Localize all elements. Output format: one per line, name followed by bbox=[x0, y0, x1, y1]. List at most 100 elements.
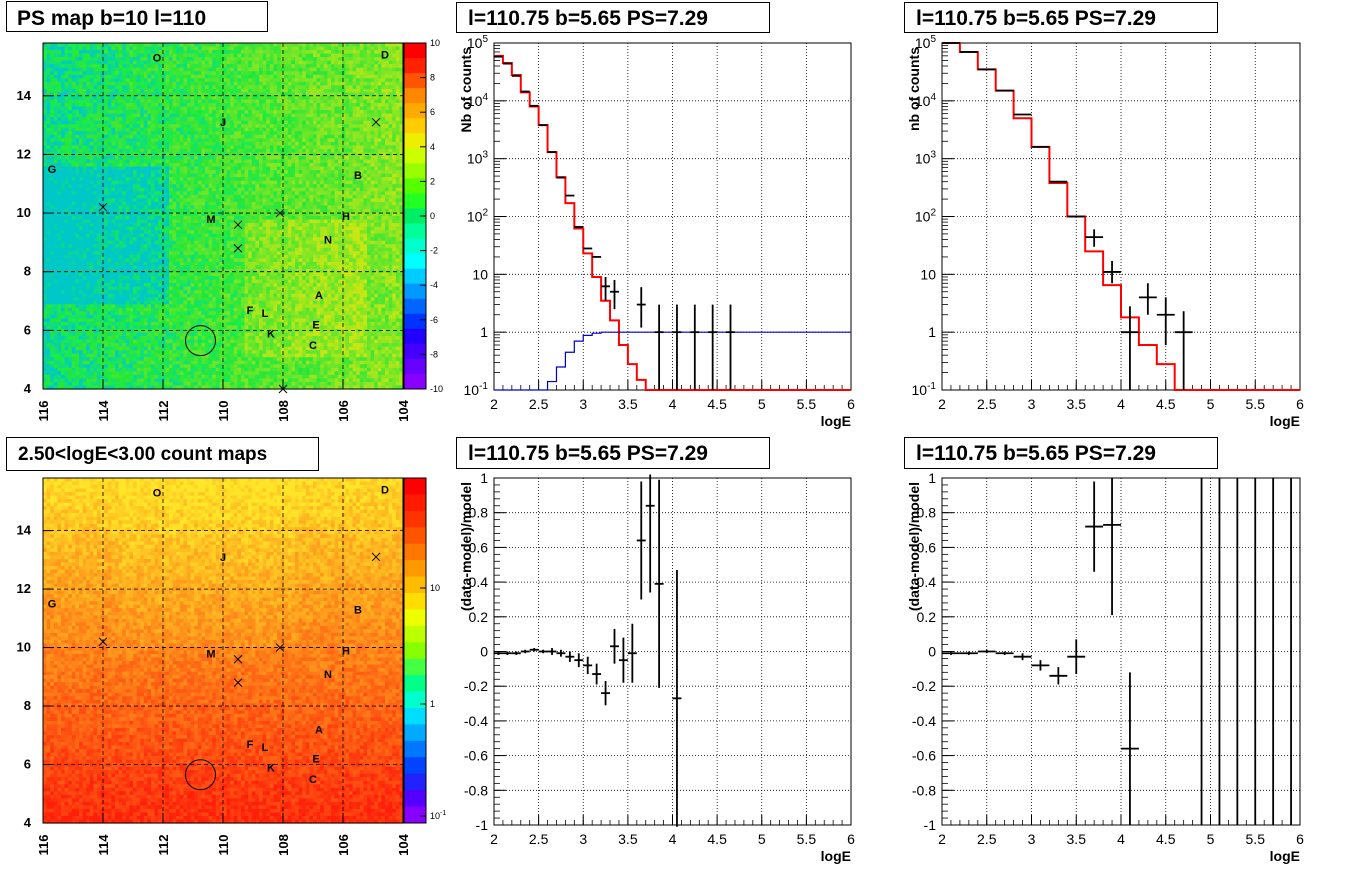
residual-point bbox=[942, 651, 960, 655]
y-axis-label: Nb of counts bbox=[458, 47, 474, 133]
colorbar-label: 6 bbox=[430, 107, 435, 117]
y-tick-label: 8 bbox=[24, 698, 31, 713]
y-tick-label: 8 bbox=[24, 264, 31, 279]
colorbar-ps bbox=[403, 42, 427, 390]
x-tick-label: 116 bbox=[36, 401, 51, 422]
residual-point bbox=[520, 649, 530, 654]
x-tick-label: 110 bbox=[216, 835, 231, 856]
x-tick-label: 112 bbox=[156, 401, 171, 422]
source-label-O: O bbox=[153, 488, 162, 500]
plot-counts-2 bbox=[941, 42, 1301, 391]
colorbar-label: 10 bbox=[430, 38, 440, 48]
data-point bbox=[636, 287, 646, 328]
source-cross bbox=[275, 208, 285, 218]
residual-point bbox=[672, 569, 682, 827]
x-tick-label: 2.5 bbox=[977, 396, 997, 412]
y-tick-label: 0.8 bbox=[469, 505, 489, 521]
y-tick-label: 0.2 bbox=[917, 609, 937, 625]
x-tick-label: 4.5 bbox=[707, 831, 727, 847]
data-point bbox=[690, 304, 700, 390]
source-cross bbox=[233, 654, 243, 664]
y-tick-label: 104 bbox=[467, 92, 489, 109]
data-point bbox=[708, 304, 718, 390]
panel-title-count-map: 2.50<logE<3.00 count maps bbox=[6, 437, 319, 471]
source-cross bbox=[233, 220, 243, 230]
data-point bbox=[1121, 306, 1139, 390]
x-tick-label: 2.5 bbox=[529, 831, 549, 847]
x-tick-label: 2.5 bbox=[977, 831, 997, 847]
y-tick-label: 0.6 bbox=[469, 539, 489, 555]
source-label-N: N bbox=[324, 234, 332, 246]
residual-point bbox=[538, 649, 548, 654]
residual-point bbox=[574, 653, 584, 668]
x-tick-label: 5 bbox=[758, 831, 766, 847]
data-point bbox=[726, 304, 735, 390]
y-tick-label: -0.4 bbox=[464, 713, 488, 729]
source-cross bbox=[98, 202, 108, 212]
residual-point bbox=[1067, 639, 1086, 675]
residual-point bbox=[645, 474, 655, 593]
x-tick-label: 5 bbox=[1207, 831, 1215, 847]
colorbar-label: 0 bbox=[430, 211, 435, 221]
x-tick-label: 106 bbox=[336, 400, 351, 422]
y-tick-label: 105 bbox=[467, 34, 489, 51]
colorbar-label: 8 bbox=[430, 73, 435, 83]
residual-point bbox=[627, 623, 637, 683]
y-tick-label: 1 bbox=[480, 324, 488, 340]
residual-point bbox=[592, 663, 602, 685]
residual-point bbox=[1085, 481, 1104, 572]
plot-counts-1 bbox=[493, 42, 852, 391]
source-label-N: N bbox=[324, 669, 332, 681]
data-point bbox=[1174, 311, 1193, 390]
residual-point bbox=[995, 651, 1014, 655]
colorbar-label: -4 bbox=[430, 280, 438, 290]
source-cross bbox=[233, 678, 243, 688]
y-tick-label: 10 bbox=[920, 266, 936, 282]
colorbar-label: -6 bbox=[430, 315, 438, 325]
source-label-K: K bbox=[267, 762, 275, 774]
x-tick-label: 6 bbox=[847, 396, 855, 412]
heatmap-count-map bbox=[43, 478, 404, 824]
y-tick-label: 1 bbox=[928, 470, 936, 486]
residual-point bbox=[1031, 660, 1050, 671]
y-tick-label: 0.2 bbox=[469, 609, 489, 625]
y-tick-label: 1 bbox=[928, 324, 936, 340]
source-label-D: D bbox=[381, 50, 389, 62]
plot-residual-2 bbox=[941, 477, 1301, 826]
source-label-J: J bbox=[220, 552, 226, 564]
source-label-O: O bbox=[153, 53, 162, 65]
x-tick-label: 2 bbox=[938, 396, 946, 412]
panel-title-residual-1: l=110.75 b=5.65 PS=7.29 bbox=[456, 437, 770, 469]
source-cross bbox=[98, 637, 108, 647]
x-tick-label: 106 bbox=[336, 834, 351, 856]
x-tick-label: 3.5 bbox=[1067, 396, 1087, 412]
data-point bbox=[654, 304, 664, 390]
source-label-G: G bbox=[48, 599, 57, 611]
source-label-M: M bbox=[206, 214, 215, 226]
x-axis-label: logE bbox=[1270, 413, 1300, 429]
x-tick-label: 2 bbox=[490, 396, 498, 412]
colorbar-count bbox=[403, 477, 427, 824]
y-tick-label: 14 bbox=[17, 523, 32, 538]
x-tick-label: 114 bbox=[96, 400, 111, 422]
y-tick-label: 0 bbox=[480, 644, 488, 660]
colorbar-label: 10 bbox=[430, 583, 440, 593]
x-tick-label: 2 bbox=[490, 831, 498, 847]
y-tick-label: 0.4 bbox=[917, 574, 937, 590]
x-tick-label: 112 bbox=[156, 835, 171, 856]
colorbar-label: -8 bbox=[430, 349, 438, 359]
y-axis-label: (data-model)/model bbox=[458, 482, 474, 611]
y-tick-label: -0.6 bbox=[912, 748, 936, 764]
data-point bbox=[1103, 261, 1121, 284]
x-tick-label: 5 bbox=[758, 396, 766, 412]
x-tick-label: 5.5 bbox=[1246, 831, 1266, 847]
y-tick-label: -1 bbox=[924, 817, 937, 833]
y-tick-label: 6 bbox=[24, 322, 31, 337]
colorbar-label: 4 bbox=[430, 142, 435, 152]
source-label-B: B bbox=[354, 170, 362, 182]
source-label-E: E bbox=[312, 319, 319, 331]
y-tick-label: 4 bbox=[24, 815, 32, 830]
x-tick-label: 3.5 bbox=[1067, 831, 1087, 847]
x-tick-label: 4.5 bbox=[1156, 831, 1176, 847]
